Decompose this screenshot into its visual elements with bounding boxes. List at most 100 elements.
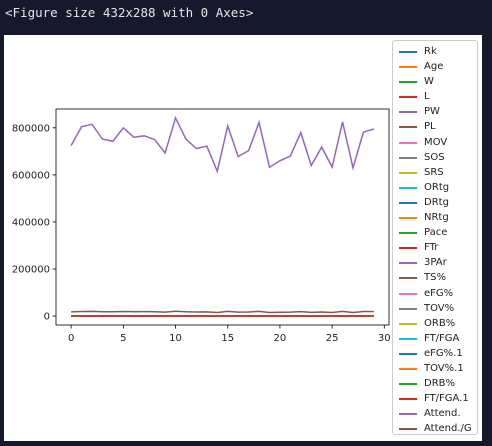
- legend-item: W: [393, 74, 477, 89]
- legend-item: MOV: [393, 135, 477, 150]
- legend-item: NRtg: [393, 210, 477, 225]
- axes-frame: [55, 108, 390, 326]
- legend-item: FT/FGA.1: [393, 391, 477, 406]
- plot-lines: [70, 115, 375, 317]
- legend-label: DRtg: [424, 196, 449, 208]
- y-axis-ticks: 0 200000 400000 600000 800000: [12, 123, 56, 323]
- legend-label: SRS: [424, 166, 444, 178]
- legend-label: PW: [424, 106, 440, 118]
- output-bottom-strip: [0, 441, 492, 446]
- figure-repr-text: <Figure size 432x288 with 0 Axes>: [5, 5, 254, 20]
- x-tick-label: 5: [120, 333, 126, 344]
- legend-label: PL: [424, 121, 436, 133]
- legend-item: PL: [393, 119, 477, 134]
- legend-swatch: [399, 367, 417, 370]
- x-tick-label: 25: [326, 333, 339, 344]
- legend-item: FT/FGA: [393, 331, 477, 346]
- legend-item: Attend./G: [393, 421, 477, 436]
- legend-item: eFG%.1: [393, 346, 477, 361]
- legend-swatch: [399, 383, 417, 386]
- legend-label: TOV%.1: [424, 362, 464, 374]
- legend-swatch: [399, 66, 417, 69]
- y-tick-label: 0: [44, 312, 50, 323]
- legend-item: eFG%: [393, 286, 477, 301]
- legend-label: Pace: [424, 227, 448, 239]
- y-tick-label: 600000: [12, 170, 50, 181]
- legend-label: 3PAr: [424, 257, 447, 269]
- x-tick-label: 20: [274, 333, 287, 344]
- legend-swatch: [399, 352, 417, 355]
- legend-swatch: [399, 186, 417, 189]
- legend-label: Attend./G: [424, 423, 472, 435]
- legend: Rk Age W L PW PL MOV SOS SRS ORtg DRtg NRtg Pace FTr 3…: [392, 40, 478, 435]
- legend-item: Pace: [393, 225, 477, 240]
- legend-swatch: [399, 96, 417, 99]
- legend-swatch: [399, 292, 417, 295]
- legend-label: FT/FGA: [424, 332, 460, 344]
- legend-swatch: [399, 171, 417, 174]
- legend-item: SRS: [393, 165, 477, 180]
- legend-swatch: [399, 398, 417, 401]
- legend-swatch: [399, 141, 417, 144]
- legend-swatch: [399, 126, 417, 129]
- legend-swatch: [399, 337, 417, 340]
- y-tick-label: 200000: [12, 265, 50, 276]
- legend-label: W: [424, 76, 434, 88]
- legend-label: L: [424, 91, 430, 103]
- legend-swatch: [399, 201, 417, 204]
- legend-label: ORtg: [424, 181, 450, 193]
- legend-item: 3PAr: [393, 255, 477, 270]
- y-tick-label: 400000: [12, 217, 50, 228]
- legend-swatch: [399, 81, 417, 84]
- legend-item: ORB%: [393, 316, 477, 331]
- series-line-25: [71, 310, 374, 314]
- legend-label: FTr: [424, 242, 439, 254]
- legend-item: TOV%: [393, 301, 477, 316]
- x-tick-label: 10: [169, 333, 182, 344]
- legend-label: FT/FGA.1: [424, 393, 469, 405]
- legend-label: ORB%: [424, 317, 456, 329]
- legend-item: Attend.: [393, 406, 477, 421]
- legend-swatch: [399, 232, 417, 235]
- legend-swatch: [399, 217, 417, 220]
- legend-label: TOV%: [424, 302, 455, 314]
- legend-item: Rk: [393, 44, 477, 59]
- y-tick-label: 800000: [12, 123, 50, 134]
- legend-label: Attend.: [424, 408, 461, 420]
- legend-swatch: [399, 428, 417, 431]
- legend-label: eFG%.1: [424, 347, 463, 359]
- legend-swatch: [399, 262, 417, 265]
- legend-item: DRtg: [393, 195, 477, 210]
- legend-item: SOS: [393, 150, 477, 165]
- legend-item: TS%: [393, 270, 477, 285]
- legend-item: ORtg: [393, 180, 477, 195]
- legend-label: TS%: [424, 272, 446, 284]
- legend-label: SOS: [424, 151, 445, 163]
- legend-swatch: [399, 156, 417, 159]
- x-axis-ticks: 0 5 10 15 20 25 30: [68, 325, 391, 344]
- legend-swatch: [399, 111, 417, 114]
- legend-label: Age: [424, 61, 444, 73]
- legend-label: MOV: [424, 136, 448, 148]
- legend-swatch: [399, 247, 417, 250]
- legend-label: Rk: [424, 46, 437, 57]
- line-chart: 0 200000 400000 600000 800000 0 5 10 15 20 25 30: [12, 108, 391, 344]
- x-tick-label: 0: [68, 333, 74, 344]
- legend-swatch: [399, 277, 417, 280]
- legend-label: NRtg: [424, 212, 449, 224]
- legend-item: DRB%: [393, 376, 477, 391]
- legend-item: TOV%.1: [393, 361, 477, 376]
- figure-canvas: 0 200000 400000 600000 800000 0 5 10 15 20 25 30 R…: [4, 35, 482, 441]
- legend-swatch: [399, 322, 417, 325]
- legend-item: L: [393, 89, 477, 104]
- legend-item: PW: [393, 104, 477, 119]
- legend-swatch: [399, 413, 417, 416]
- x-tick-label: 30: [378, 333, 391, 344]
- series-line-24: [70, 115, 375, 174]
- x-tick-label: 15: [221, 333, 234, 344]
- legend-swatch: [399, 307, 417, 310]
- legend-item: FTr: [393, 240, 477, 255]
- legend-item: Age: [393, 59, 477, 74]
- legend-swatch: [399, 51, 417, 53]
